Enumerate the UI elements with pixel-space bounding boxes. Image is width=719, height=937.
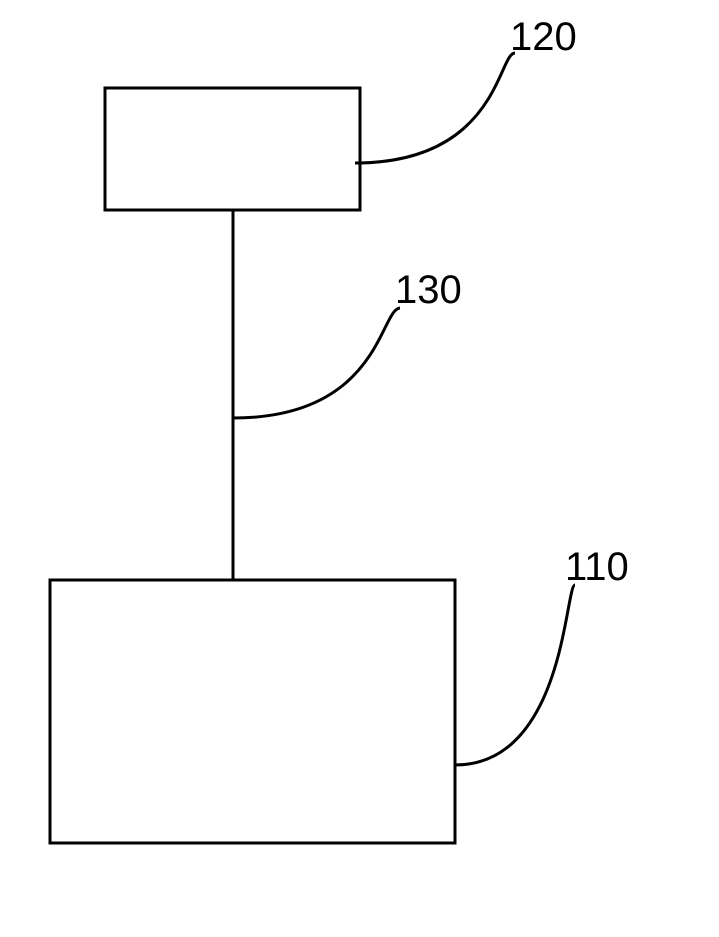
label-130: 130 (395, 268, 462, 313)
top-box (105, 88, 360, 210)
bottom-box (50, 580, 455, 843)
leader-120 (355, 53, 515, 163)
label-110: 110 (565, 545, 629, 590)
leader-110 (455, 585, 575, 765)
label-120: 120 (510, 15, 577, 60)
leader-130 (233, 308, 400, 418)
diagram-canvas (0, 0, 719, 937)
